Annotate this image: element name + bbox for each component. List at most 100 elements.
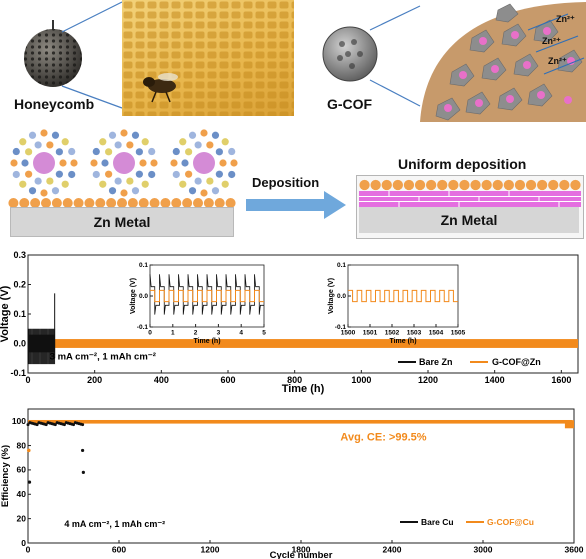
inset-x-axis-label: Time (h) bbox=[389, 338, 416, 345]
zn-ion-label-2: Zn²⁺ bbox=[542, 36, 561, 46]
deposit-particle bbox=[525, 179, 537, 191]
efficiency-annotation: 4 mA cm⁻², 1 mAh cm⁻² bbox=[64, 519, 165, 529]
deposit-particle bbox=[514, 179, 526, 191]
solvent-molecule bbox=[120, 129, 128, 137]
inset-x-axis-label: Time (h) bbox=[193, 338, 220, 345]
zoom-lines-left bbox=[61, 1, 123, 109]
zn-ion-label-1: Zn²⁺ bbox=[556, 14, 575, 24]
inset-y-tick-label: 0.1 bbox=[139, 262, 148, 269]
solvent-molecule bbox=[148, 147, 156, 156]
bare-cu-point bbox=[53, 423, 57, 427]
solvent-molecule bbox=[51, 187, 60, 195]
solvent-molecule bbox=[40, 189, 48, 197]
solvent-molecule bbox=[34, 177, 42, 185]
solvated-ion-cluster bbox=[170, 129, 238, 197]
solvent-molecule bbox=[215, 148, 223, 156]
inset-x-tick-label: 3 bbox=[217, 330, 221, 337]
zn-ion bbox=[113, 152, 135, 174]
deposition-label: Deposition bbox=[252, 175, 320, 190]
inset-y-tick-label: 0.0 bbox=[337, 293, 346, 300]
zn-metal-left: Zn Metal bbox=[10, 207, 234, 237]
uniform-deposition-label: Uniform deposition bbox=[398, 156, 527, 172]
solvent-molecule bbox=[206, 141, 214, 149]
solvent-molecule bbox=[25, 148, 33, 156]
bare-zn-spikes bbox=[27, 328, 56, 365]
solvent-molecule bbox=[25, 170, 33, 178]
solvent-molecule bbox=[90, 159, 98, 167]
deposit-particle bbox=[138, 197, 149, 209]
x-tick-label: 1400 bbox=[485, 375, 505, 385]
bare-cu-outlier bbox=[27, 480, 32, 484]
y-tick-label: 0.0 bbox=[13, 339, 26, 349]
top-illustration: Honeycomb bbox=[0, 0, 586, 125]
deposit-particle bbox=[127, 197, 138, 209]
deposit-particle bbox=[182, 197, 193, 209]
deposit-particle bbox=[30, 197, 41, 209]
inset-gcof-zn-curve bbox=[348, 289, 458, 303]
inset-x-tick-label: 1502 bbox=[385, 330, 400, 337]
voltage-legend: Bare Zn G-COF@Zn bbox=[398, 357, 541, 367]
solvent-molecule bbox=[70, 159, 78, 167]
solvent-molecule bbox=[131, 131, 140, 139]
x-tick-label: 1200 bbox=[418, 375, 438, 385]
solvent-molecule bbox=[120, 189, 128, 197]
deposit-particle bbox=[459, 179, 470, 191]
solvent-molecule bbox=[68, 170, 76, 179]
y-axis-label: Efficiency (%) bbox=[0, 445, 11, 507]
deposit-particle bbox=[73, 197, 84, 209]
x-tick-label: 3600 bbox=[565, 545, 584, 555]
x-tick-label: 0 bbox=[25, 375, 30, 385]
solvent-molecule bbox=[194, 177, 202, 185]
solvent-molecule bbox=[101, 159, 109, 167]
deposit-particle bbox=[160, 197, 171, 209]
solvent-molecule bbox=[108, 187, 117, 195]
y-tick-label: 40 bbox=[17, 489, 27, 499]
inset-x-tick-label: 1 bbox=[171, 330, 175, 337]
solvent-molecule bbox=[108, 131, 117, 139]
deposit-particle bbox=[116, 197, 128, 209]
x-axis-label: Time (h) bbox=[282, 383, 325, 395]
inset-x-tick-label: 2 bbox=[194, 330, 198, 337]
deposit-particle bbox=[19, 197, 30, 209]
y-axis-label: Voltage (V) bbox=[0, 285, 11, 342]
solvent-molecule bbox=[46, 177, 54, 185]
solvent-molecule bbox=[211, 131, 220, 139]
deposit-particle bbox=[214, 197, 225, 209]
solvent-molecule bbox=[211, 187, 220, 195]
inset-x-tick-label: 1501 bbox=[363, 330, 378, 337]
deposit-particle bbox=[84, 197, 95, 209]
inset-x-tick-label: 1503 bbox=[407, 330, 422, 337]
solvent-molecule bbox=[141, 138, 149, 146]
x-tick-label: 600 bbox=[112, 545, 126, 555]
solvent-molecule bbox=[219, 159, 227, 167]
deposit-particle bbox=[51, 197, 62, 209]
solvent-molecule bbox=[200, 129, 208, 137]
solvent-molecule bbox=[126, 141, 134, 149]
solvent-molecule bbox=[114, 177, 122, 185]
deposit-particle bbox=[106, 197, 117, 209]
inset-y-axis-label: Voltage (V) bbox=[130, 278, 137, 314]
particle-row-left bbox=[8, 197, 236, 209]
legend-gcof-cu-label: G-COF@Cu bbox=[487, 517, 534, 527]
deposit-particle bbox=[62, 197, 73, 209]
solvent-molecule bbox=[135, 148, 143, 156]
deposit-particle bbox=[403, 179, 415, 191]
x-tick-label: 2400 bbox=[383, 545, 402, 555]
solvent-molecule bbox=[114, 141, 122, 149]
deposit-particle bbox=[437, 179, 448, 191]
solvent-molecule bbox=[228, 170, 236, 179]
x-tick-label: 1200 bbox=[201, 545, 220, 555]
y-tick-label: 0.3 bbox=[13, 250, 26, 260]
bare-cu-outlier bbox=[81, 448, 85, 453]
solvent-molecule bbox=[40, 129, 48, 137]
solvent-molecule bbox=[19, 138, 27, 146]
solvent-molecule bbox=[105, 148, 113, 156]
gcof-ball-icon bbox=[322, 26, 378, 82]
solvent-molecule bbox=[68, 147, 76, 156]
x-axis-label: Cycle number bbox=[270, 550, 333, 559]
inset-y-tick-label: 0.1 bbox=[337, 262, 346, 269]
bare-cu-point bbox=[62, 423, 66, 427]
x-tick-label: 200 bbox=[87, 375, 102, 385]
bare-cu-point bbox=[35, 423, 39, 427]
deposit-particle bbox=[481, 179, 492, 191]
